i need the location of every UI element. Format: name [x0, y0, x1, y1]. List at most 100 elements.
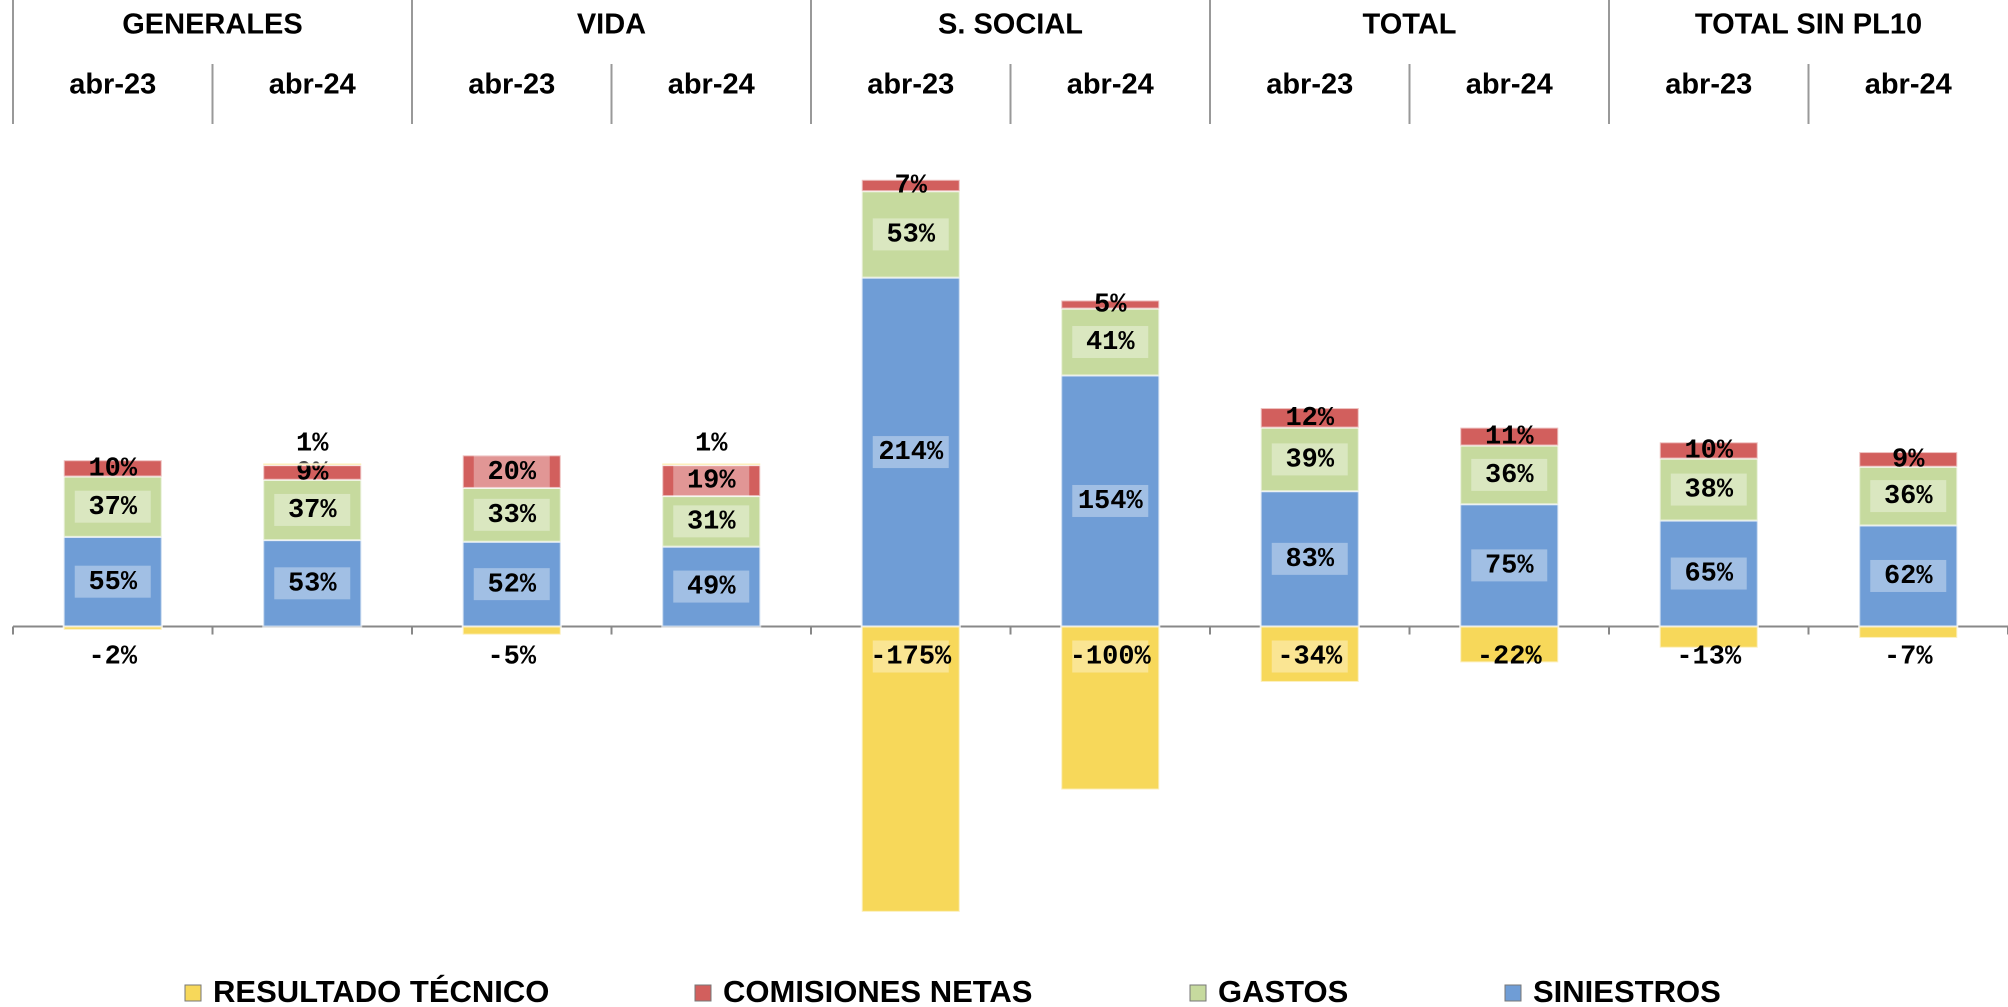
- label-box: [1870, 559, 1947, 592]
- label-box: [74, 565, 151, 598]
- data-label: 20%: [487, 458, 536, 488]
- bar-segment: [860, 276, 961, 628]
- x-tick-label: abr-23: [867, 69, 954, 101]
- group-label: S. SOCIAL: [938, 9, 1083, 41]
- bar-segment: [461, 486, 562, 543]
- label-box: [1670, 557, 1747, 590]
- label-box: [1670, 473, 1747, 506]
- x-tick-label: abr-24: [1067, 69, 1154, 101]
- data-label: 52%: [487, 570, 536, 600]
- bar-segment: [62, 625, 163, 631]
- data-label: -13%: [1676, 643, 1742, 673]
- bar-segment: [262, 462, 363, 467]
- group-label: GENERALES: [122, 9, 302, 41]
- bar-segment: [1459, 625, 1560, 664]
- bar-segment: [860, 178, 961, 193]
- data-label: 36%: [1485, 461, 1534, 491]
- x-tick-label: abr-24: [1466, 69, 1553, 101]
- legend-label: COMISIONES NETAS: [723, 974, 1032, 1007]
- data-label: -100%: [1070, 643, 1152, 673]
- label-box: [872, 218, 949, 251]
- bar-segment: [1060, 307, 1161, 377]
- legend-swatch: [694, 984, 712, 1002]
- label-box: [1471, 458, 1548, 491]
- bar-segment: [1658, 441, 1759, 460]
- label-box: [473, 498, 550, 531]
- bar-segment: [1459, 444, 1560, 506]
- x-tick-label: abr-23: [468, 69, 555, 101]
- label-box: [872, 436, 949, 469]
- data-label: 31%: [687, 507, 736, 537]
- data-label: 10%: [1684, 437, 1733, 467]
- label-box: [473, 455, 550, 488]
- bar-segment: [1858, 524, 1959, 628]
- x-tick-label: abr-24: [668, 69, 755, 101]
- bar-segment: [262, 539, 363, 628]
- data-label: 33%: [487, 501, 536, 531]
- legend-label: GASTOS: [1218, 974, 1348, 1007]
- data-label: 5%: [1094, 291, 1127, 321]
- data-label: 65%: [1684, 560, 1733, 590]
- bar-segment: [461, 625, 562, 636]
- label-box: [673, 464, 750, 497]
- x-tick-label: abr-23: [1266, 69, 1353, 101]
- data-label: 214%: [878, 438, 944, 468]
- legend-swatch: [1189, 984, 1207, 1002]
- label-box: [1471, 549, 1548, 582]
- bar-segment: [661, 462, 762, 467]
- data-label: -5%: [487, 643, 536, 673]
- data-label: 53%: [886, 221, 935, 251]
- data-label: 39%: [1285, 446, 1334, 476]
- legend-label: RESULTADO TÉCNICO: [213, 974, 549, 1007]
- x-tick-label: abr-24: [269, 69, 356, 101]
- x-tick-label: abr-23: [69, 69, 156, 101]
- group-label: TOTAL: [1363, 9, 1457, 41]
- bar-segment: [1259, 407, 1360, 429]
- label-box: [473, 568, 550, 601]
- bar-segment: [1459, 503, 1560, 628]
- data-label: -34%: [1277, 643, 1343, 673]
- bar-segment: [62, 459, 163, 478]
- label-box: [1271, 443, 1348, 476]
- legend-swatch: [1504, 984, 1522, 1002]
- data-label: 154%: [1078, 487, 1144, 517]
- bar-segment: [1060, 299, 1161, 310]
- bar-segment: [1658, 519, 1759, 628]
- bar-segment: [1658, 625, 1759, 649]
- bar-segment: [1459, 426, 1560, 447]
- data-label: 37%: [88, 493, 137, 523]
- data-label: -22%: [1477, 643, 1543, 673]
- label-box: [1072, 484, 1149, 517]
- bar-segment: [1259, 490, 1360, 628]
- label-box: [1072, 326, 1149, 359]
- group-label: VIDA: [577, 9, 646, 41]
- bar-segment: [1259, 426, 1360, 493]
- label-box: [1271, 542, 1348, 575]
- bar-segment: [661, 464, 762, 498]
- legend-label: SINIESTROS: [1533, 974, 1721, 1007]
- data-label: 55%: [88, 568, 137, 598]
- data-label: 1%: [296, 430, 329, 460]
- bar-segment: [661, 495, 762, 548]
- bar-segment: [1858, 451, 1959, 468]
- bar-segment: [661, 545, 762, 628]
- label-box: [673, 570, 750, 603]
- bar-segment: [860, 625, 961, 913]
- data-label: 36%: [1884, 482, 1933, 512]
- data-label: 41%: [1086, 328, 1135, 358]
- data-label: 7%: [895, 172, 928, 202]
- bar-segment: [1858, 465, 1959, 527]
- bar-segment: [1060, 625, 1161, 791]
- data-label: -7%: [1884, 643, 1933, 673]
- bar-segment: [1060, 374, 1161, 628]
- data-label: 49%: [687, 573, 736, 603]
- label-box: [1271, 640, 1348, 673]
- label-box: [1072, 640, 1149, 673]
- data-label: -2%: [88, 643, 137, 673]
- legend-swatch: [184, 984, 202, 1002]
- bar-segment: [1259, 625, 1360, 683]
- bar-segment: [1658, 457, 1759, 522]
- data-label: 11%: [1485, 423, 1534, 453]
- bar-segment: [262, 478, 363, 542]
